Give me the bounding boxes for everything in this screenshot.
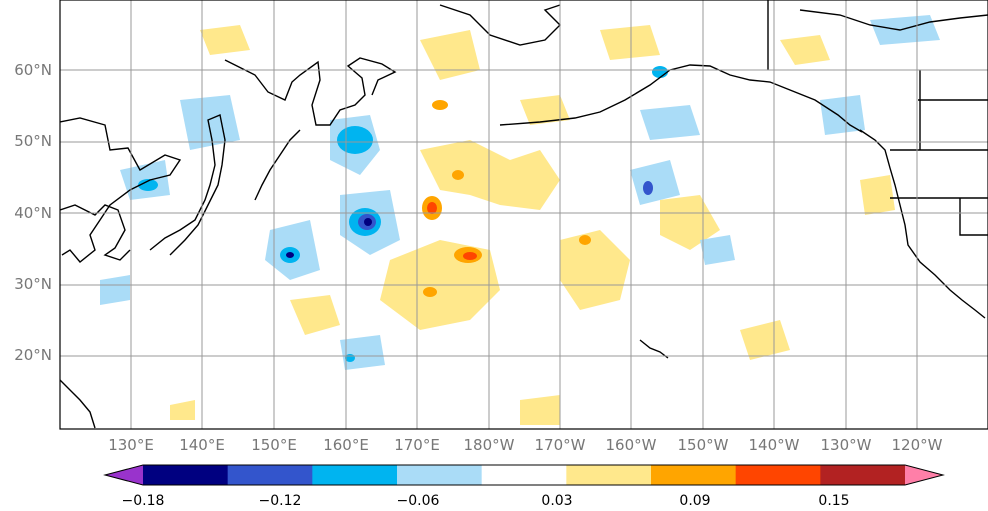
lon-label-160w: 160°W bbox=[605, 436, 657, 454]
colorbar-outline bbox=[103, 464, 945, 486]
lon-label-140w: 140°W bbox=[748, 436, 800, 454]
colorbar-segment bbox=[397, 465, 483, 485]
lat-label-60n: 60°N bbox=[14, 61, 52, 79]
lat-label-20n: 20°N bbox=[14, 346, 52, 364]
colorbar-segment bbox=[566, 465, 652, 485]
lat-label-40n: 40°N bbox=[14, 204, 52, 222]
colorbar-segment bbox=[227, 465, 313, 485]
lat-label-50n: 50°N bbox=[14, 132, 52, 150]
lon-label-180w: 180°W bbox=[463, 436, 515, 454]
colorbar-tick-label: 0.09 bbox=[679, 493, 711, 509]
lon-label-150w: 150°W bbox=[677, 436, 729, 454]
colorbar-segment bbox=[651, 465, 737, 485]
lon-label-130e: 130°E bbox=[108, 436, 154, 454]
lat-label-30n: 30°N bbox=[14, 275, 52, 293]
negative-anomaly-shading bbox=[100, 15, 940, 370]
colorbar-tick-label: −0.06 bbox=[396, 493, 440, 509]
colorbar-tick-label: −0.12 bbox=[258, 493, 302, 509]
colorbar-extend-max bbox=[905, 465, 943, 485]
colorbar-segment bbox=[312, 465, 398, 485]
map-plot-area bbox=[60, 0, 988, 429]
colorbar-segment bbox=[820, 465, 906, 485]
colorbar-tick-label: 0.03 bbox=[541, 493, 573, 509]
lon-label-120w: 120°W bbox=[891, 436, 943, 454]
lon-label-170w: 170°W bbox=[534, 436, 586, 454]
graticule bbox=[60, 0, 988, 429]
lon-label-170e: 170°E bbox=[394, 436, 440, 454]
colorbar-segment bbox=[481, 465, 567, 485]
colorbar-tick-label: 0.15 bbox=[818, 493, 850, 509]
lon-label-140e: 140°E bbox=[179, 436, 225, 454]
coastlines bbox=[60, 0, 988, 429]
colorbar-tick-label: −0.18 bbox=[121, 493, 165, 509]
lon-label-130w: 130°W bbox=[820, 436, 872, 454]
positive-anomaly-shading bbox=[170, 25, 895, 425]
lon-label-150e: 150°E bbox=[251, 436, 297, 454]
colorbar-segment bbox=[735, 465, 821, 485]
lon-label-160e: 160°E bbox=[323, 436, 369, 454]
colorbar-segment bbox=[143, 465, 229, 485]
colorbar-extend-min bbox=[105, 465, 143, 485]
map-frame bbox=[59, 0, 988, 430]
colorbar bbox=[103, 464, 945, 486]
